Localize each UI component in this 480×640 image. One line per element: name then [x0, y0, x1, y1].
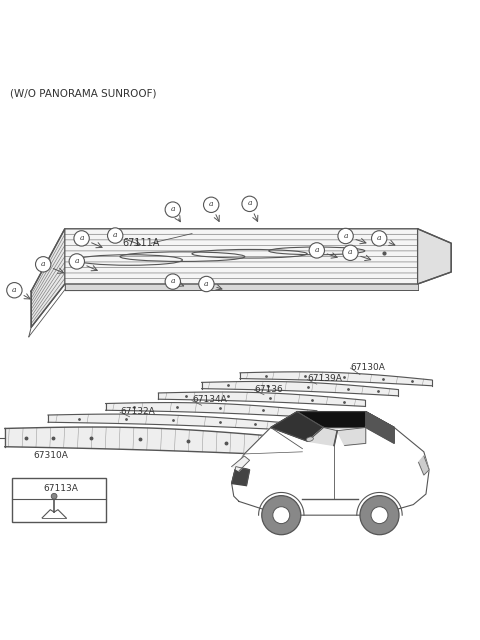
Polygon shape — [65, 284, 418, 291]
Text: a: a — [343, 232, 348, 239]
Polygon shape — [418, 228, 451, 284]
Ellipse shape — [306, 437, 313, 442]
Text: 67130A: 67130A — [350, 362, 385, 372]
Text: 67310A: 67310A — [34, 451, 69, 460]
Text: a: a — [12, 285, 17, 294]
Circle shape — [262, 495, 301, 534]
Text: a: a — [170, 205, 175, 213]
Polygon shape — [232, 467, 250, 486]
Circle shape — [242, 196, 257, 211]
Circle shape — [69, 253, 84, 269]
Text: 67139A: 67139A — [307, 374, 342, 383]
Polygon shape — [232, 456, 250, 471]
Circle shape — [165, 274, 180, 289]
Text: a: a — [247, 200, 252, 207]
Text: a: a — [74, 257, 79, 265]
Text: a: a — [170, 277, 175, 285]
Circle shape — [360, 495, 399, 534]
Circle shape — [7, 282, 22, 298]
Circle shape — [343, 245, 358, 260]
Polygon shape — [419, 456, 429, 475]
Polygon shape — [5, 427, 278, 455]
Text: a: a — [113, 231, 118, 239]
Polygon shape — [271, 412, 324, 441]
Circle shape — [108, 228, 123, 243]
Circle shape — [51, 493, 57, 499]
Text: a: a — [41, 260, 46, 268]
Text: 67111A: 67111A — [122, 238, 160, 248]
Text: 67132A: 67132A — [120, 406, 155, 416]
Polygon shape — [337, 428, 366, 445]
Text: a: a — [377, 234, 382, 242]
Circle shape — [309, 243, 324, 258]
Polygon shape — [202, 381, 398, 396]
Polygon shape — [48, 414, 278, 429]
Polygon shape — [106, 403, 317, 417]
Circle shape — [371, 507, 388, 524]
Text: 67113A: 67113A — [43, 484, 78, 493]
Text: 67134A: 67134A — [192, 395, 227, 404]
Text: (W/O PANORAMA SUNROOF): (W/O PANORAMA SUNROOF) — [10, 88, 156, 99]
Polygon shape — [366, 412, 394, 444]
Circle shape — [372, 230, 387, 246]
Circle shape — [165, 202, 180, 218]
Circle shape — [36, 257, 51, 272]
Polygon shape — [31, 228, 451, 327]
Circle shape — [20, 481, 35, 497]
Text: a: a — [25, 484, 30, 492]
Circle shape — [199, 276, 214, 292]
Polygon shape — [297, 412, 394, 428]
Text: a: a — [204, 280, 209, 287]
Polygon shape — [308, 428, 337, 445]
Text: a: a — [348, 248, 353, 256]
Text: a: a — [79, 234, 84, 242]
Polygon shape — [31, 228, 65, 327]
Polygon shape — [158, 392, 365, 406]
Circle shape — [74, 230, 89, 246]
Polygon shape — [240, 372, 432, 386]
FancyBboxPatch shape — [12, 479, 106, 522]
Text: a: a — [314, 246, 319, 254]
Circle shape — [204, 197, 219, 212]
Circle shape — [338, 228, 353, 244]
Text: 67136: 67136 — [254, 385, 283, 394]
Text: a: a — [209, 200, 214, 208]
Polygon shape — [232, 412, 429, 515]
Circle shape — [273, 507, 290, 524]
